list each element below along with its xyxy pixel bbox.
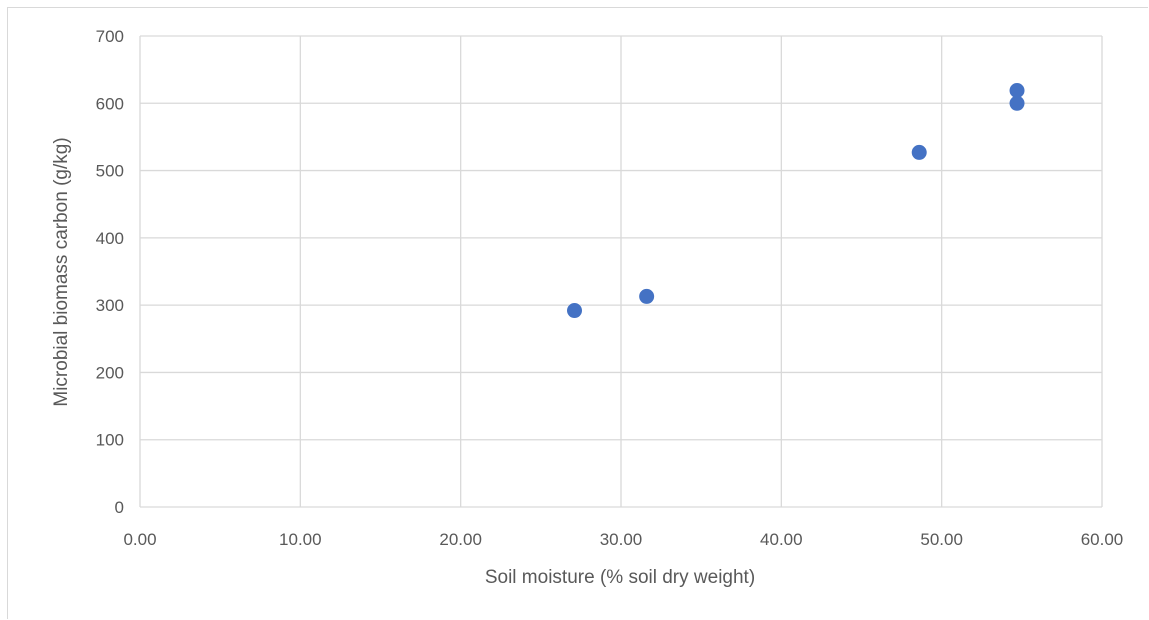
y-tick-label: 200 [96,363,124,382]
y-tick-label: 100 [96,431,124,450]
x-tick-label: 40.00 [760,530,803,549]
data-point [1009,83,1025,99]
x-tick-label: 30.00 [600,530,643,549]
y-tick-label: 600 [96,94,124,113]
y-tick-label: 300 [96,296,124,315]
gridlines [139,35,1103,508]
x-axis-title: Soil moisture (% soil dry weight) [485,567,755,588]
data-point [639,288,655,304]
x-tick-label: 60.00 [1081,530,1124,549]
chart-frame [7,7,1148,619]
y-tick-label: 700 [96,27,124,46]
data-point [911,144,927,160]
x-tick-label: 20.00 [439,530,482,549]
tick-labels: 0 100 200 300 400 500 600 700 0.00 10.00 20.00 30.0… [96,27,1124,549]
x-tick-label: 10.00 [279,530,322,549]
y-tick-label: 400 [96,229,124,248]
x-tick-label: 50.00 [920,530,963,549]
data-points [567,83,1025,319]
y-tick-label: 500 [96,162,124,181]
data-point [567,303,583,319]
data-point [1009,95,1025,111]
x-tick-label: 0.00 [123,530,156,549]
y-tick-label: 0 [115,498,124,517]
y-axis-title: Microbial biomass carbon (g/kg) [51,137,72,406]
